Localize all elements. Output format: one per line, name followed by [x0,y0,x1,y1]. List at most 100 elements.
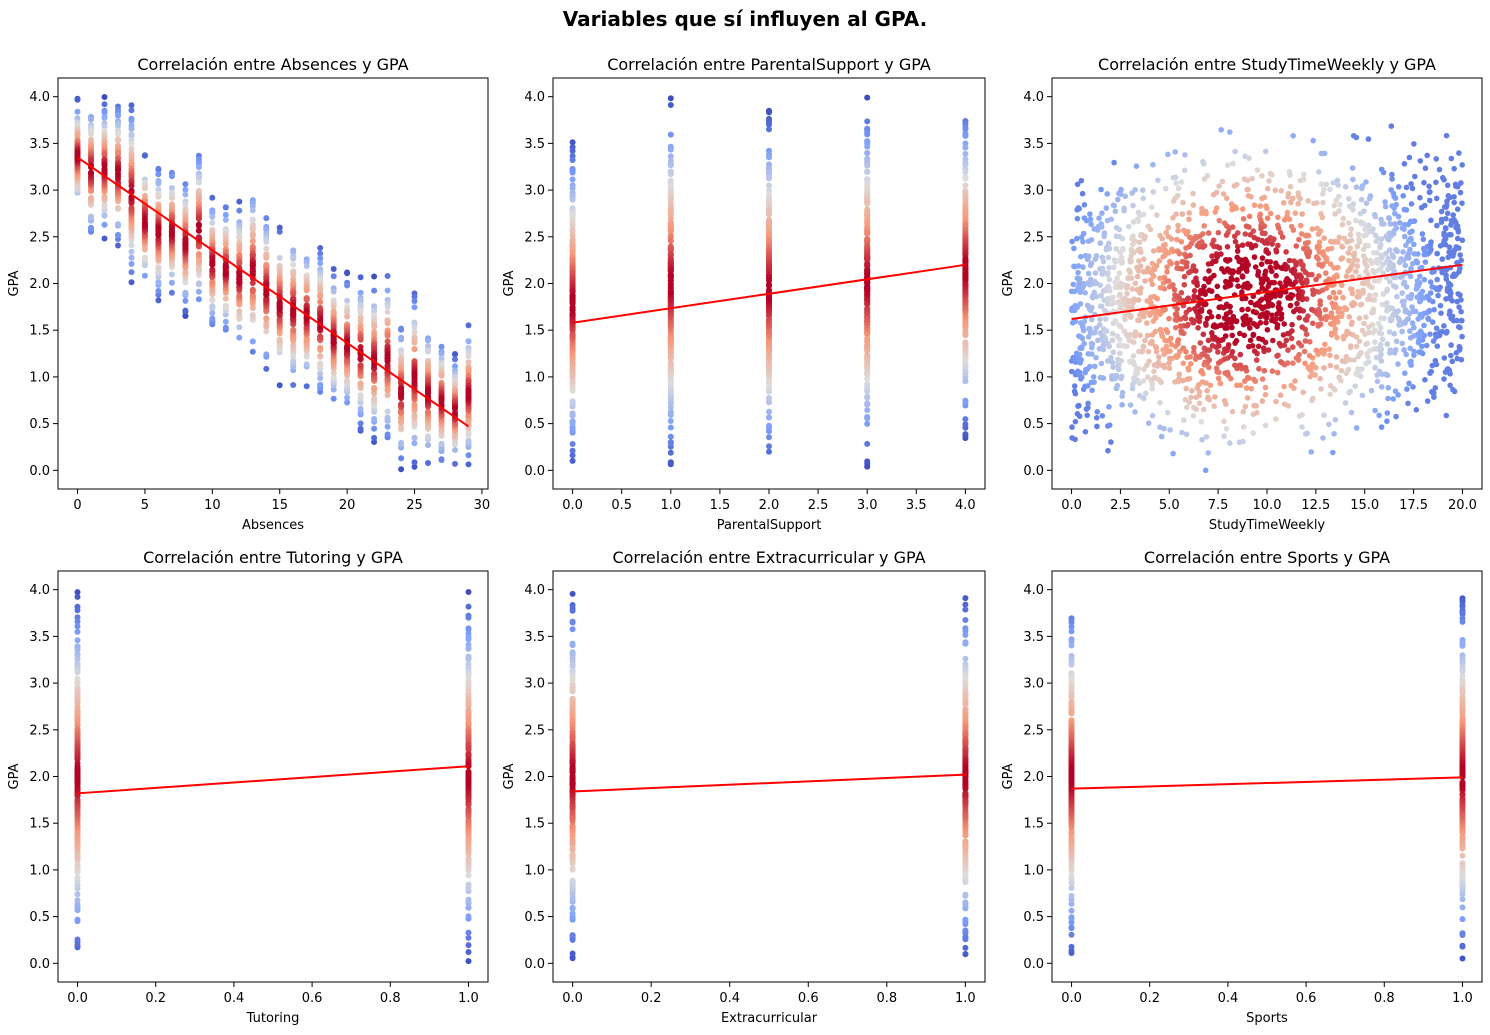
data-point [1327,352,1333,359]
data-point [290,249,297,256]
data-point [290,327,297,333]
data-point [1099,210,1105,216]
data-point [1326,421,1332,428]
data-point [766,434,772,441]
data-point [1395,184,1402,190]
data-point [411,324,418,330]
data-point [1429,269,1435,276]
data-point [1170,215,1176,221]
data-point [1089,341,1096,347]
data-point [1391,193,1397,200]
data-point [1105,447,1111,454]
data-point [1440,241,1447,248]
data-point [1447,382,1453,389]
subplot-title: Correlación entre ParentalSupport y GPA [607,55,931,74]
data-point [1406,154,1413,161]
data-point [1351,257,1357,263]
data-point [209,219,216,226]
data-point [1143,390,1149,397]
data-point [128,182,135,189]
data-point [1353,217,1359,224]
data-point [1404,253,1410,260]
data-point [962,144,969,151]
data-point [1099,224,1105,230]
data-point [864,279,871,286]
data-point [1162,306,1168,313]
data-point [195,227,202,234]
data-point [1127,331,1134,338]
data-point [1454,235,1461,242]
data-point [1243,385,1250,391]
data-point [1144,320,1150,326]
data-point [1421,251,1428,258]
data-point [1069,435,1075,441]
data-point [1149,281,1156,288]
data-point [766,182,772,189]
data-point [425,433,431,440]
data-point [1372,292,1379,298]
data-point [1202,467,1209,474]
data-point [1072,418,1079,425]
data-point [1447,371,1453,377]
data-point [303,361,310,368]
data-point [1262,148,1269,155]
data-point [1112,318,1119,324]
data-point [1327,391,1333,398]
x-axis-label: ParentalSupport [717,518,822,533]
data-point [1101,233,1107,240]
data-point [1350,206,1356,213]
data-point [1346,389,1352,396]
data-point [1349,290,1356,297]
data-point [1378,424,1385,430]
data-point [1259,173,1265,179]
data-point [1379,221,1385,227]
data-point [1402,262,1409,269]
data-point [1374,378,1381,385]
data-point [1130,353,1137,359]
data-point [1178,239,1185,245]
data-point [1130,202,1136,209]
data-point [1140,195,1146,202]
data-point [1134,273,1141,280]
data-point [1180,360,1187,367]
data-point [1093,253,1100,259]
data-point [1156,376,1162,383]
data-point [1230,160,1236,167]
data-point [1119,402,1125,408]
data-point [1153,315,1159,321]
data-point [1176,371,1182,378]
data-point [411,412,418,419]
data-point [1175,185,1182,192]
data-point [1135,268,1142,274]
data-point [1154,295,1160,302]
data-point [1131,339,1137,346]
data-point [1288,382,1294,389]
data-point [1138,285,1144,292]
data-point [168,271,175,278]
data-point [1365,136,1372,142]
data-point [1156,258,1163,264]
data-point [1107,288,1113,294]
figure-title: Variables que sí influyen al GPA. [563,7,927,31]
data-point [1109,301,1116,307]
data-point [1076,351,1083,358]
data-point [1116,336,1123,343]
data-point [263,238,270,245]
data-point [1336,208,1342,214]
data-point [1155,359,1162,366]
data-point [1199,437,1205,443]
data-point [1224,162,1231,168]
data-point [1453,350,1460,356]
data-point [263,215,270,222]
data-point [1448,342,1454,348]
data-point [141,185,148,192]
data-point [1119,389,1126,396]
data-point [1134,377,1141,383]
data-point [1313,347,1319,354]
data-point [195,265,202,272]
data-point [962,168,969,175]
data-point [1106,276,1113,283]
data-point [569,227,576,234]
data-point [1323,181,1330,188]
data-point [1138,249,1144,256]
